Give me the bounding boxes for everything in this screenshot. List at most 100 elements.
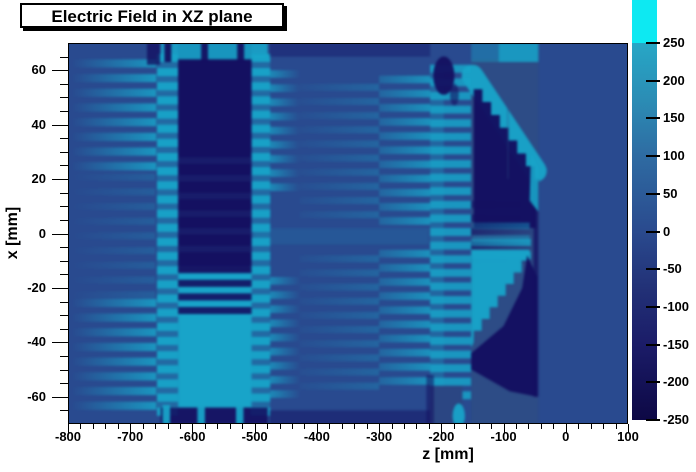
y-axis-minor-tick [60,355,68,357]
colorbar-tick [646,305,660,308]
y-axis-minor-tick [60,83,68,85]
colorbar-tick [646,42,660,44]
y-axis-tick-label: 60 [31,62,46,78]
x-axis-minor-tick [329,424,331,429]
x-axis-minor-tick [491,424,493,429]
x-axis-minor-tick [428,424,430,429]
y-axis-tick-label: -20 [27,279,46,295]
x-axis-minor-tick [404,424,405,429]
y-axis-tick [52,70,68,72]
y-axis-minor-tick [60,97,68,99]
x-axis-minor-tick [80,424,82,429]
x-axis-minor-tick [242,424,244,429]
x-axis-minor-tick [155,424,157,429]
y-axis-tick [52,233,68,235]
colorbar-tick-label: 200 [663,72,685,88]
colorbar-tick [646,343,660,346]
x-axis-minor-tick [516,424,517,429]
x-axis-minor-tick [229,424,231,429]
colorbar-tick [646,155,660,158]
heatmap-canvas [68,43,628,424]
y-axis-minor-tick [60,206,68,208]
x-axis-tick-label: -300 [366,429,393,444]
x-axis-minor-tick [478,424,480,429]
y-axis-minor-tick [60,328,68,330]
colorbar-tick-label: 150 [663,110,685,126]
colorbar [632,0,657,420]
y-axis-minor-tick [60,192,68,194]
x-axis-minor-tick [341,424,343,429]
colorbar-tick [646,117,660,120]
y-axis-minor-tick [60,151,68,153]
x-axis-tick [68,424,69,433]
y-axis-tick-label: 20 [31,171,46,187]
x-axis-minor-tick [453,424,455,429]
y-axis-tick-label: -60 [27,388,46,404]
y-axis-minor-tick [60,383,68,385]
x-axis-tick-label: -100 [490,429,517,444]
colorbar-tick-label: -50 [663,261,682,277]
y-axis-tick [52,342,68,344]
x-axis-minor-tick [267,424,269,429]
y-axis-minor-tick [60,56,68,58]
y-axis-minor-tick [60,138,68,140]
colorbar-tick-label: -100 [663,298,690,314]
x-axis-tick [130,424,132,433]
y-axis-minor-tick [60,219,68,221]
plot-title-box: Electric Field in XZ plane [20,3,284,28]
y-axis-minor-tick [60,165,68,167]
x-axis-minor-tick [590,424,592,429]
x-axis-minor-tick [279,424,281,429]
colorbar-tick-label: 100 [663,148,685,164]
x-axis-title: z [mm] [422,446,474,463]
x-axis-tick-label: -200 [428,429,455,444]
x-axis-minor-tick [142,424,144,429]
colorbar-tick [646,381,660,384]
colorbar-tick-label: 0 [663,223,671,239]
colorbar-tick-label: 250 [663,35,685,50]
colorbar-tick-label: -250 [663,412,690,427]
x-axis-minor-tick [304,424,306,429]
x-axis-minor-tick [366,424,368,429]
x-axis-tick [565,424,567,433]
colorbar-tick-label: 50 [663,185,678,201]
y-axis-tick-label: -40 [27,334,46,350]
x-axis-minor-tick [180,424,181,429]
y-axis-minor-tick [60,410,68,412]
x-axis-tick-label: 0 [562,429,570,444]
x-axis-tick [316,424,318,433]
x-axis-tick-label: -600 [179,429,206,444]
colorbar-tick-label: -200 [663,374,690,390]
colorbar-tick [646,419,660,421]
x-axis-minor-tick [117,424,119,429]
y-axis-minor-tick [60,315,68,317]
x-axis-minor-tick [217,424,219,429]
plot-frame [68,43,628,424]
colorbar-tick-label: -150 [663,336,690,352]
y-axis-minor-tick [60,369,68,371]
x-axis-minor-tick [204,424,206,429]
colorbar-tick [646,268,660,271]
y-axis-tick [52,396,68,398]
x-axis-tick [379,424,381,433]
y-axis-tick [52,287,68,289]
x-axis-tick-label: -800 [54,429,82,444]
x-axis-tick [628,424,629,433]
colorbar-tick [646,192,660,195]
y-axis-minor-tick [60,301,68,303]
x-axis-tick-label: -500 [241,429,268,444]
x-axis-minor-tick [466,424,468,429]
y-axis-tick [52,179,68,181]
x-axis-tick [254,424,256,433]
x-axis-minor-tick [105,424,107,429]
y-axis-tick [52,124,68,126]
x-axis-minor-tick [603,424,605,429]
x-axis-tick [441,424,443,433]
x-axis-minor-tick [167,424,169,429]
x-axis-minor-tick [540,424,542,429]
y-axis-minor-tick [60,274,68,276]
x-axis-minor-tick [354,424,356,429]
y-axis-minor-tick [60,247,68,249]
x-axis-tick-label: 100 [617,429,639,444]
